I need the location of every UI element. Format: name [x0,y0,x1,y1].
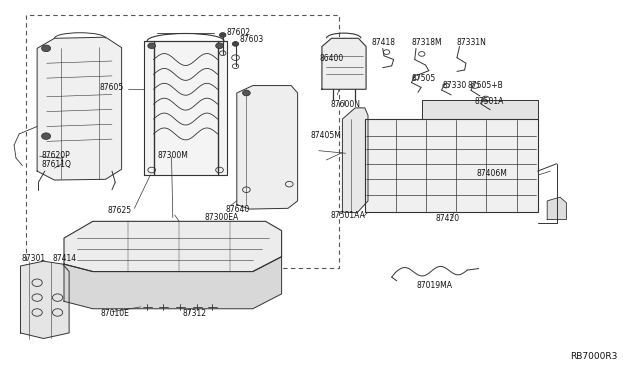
Polygon shape [237,86,298,209]
Ellipse shape [220,33,226,37]
Ellipse shape [148,43,156,49]
Text: 87603: 87603 [239,35,264,44]
Ellipse shape [216,43,223,49]
Text: 87301: 87301 [21,254,45,263]
Text: 87501A: 87501A [475,97,504,106]
Ellipse shape [232,42,239,46]
Text: 87620P: 87620P [42,151,70,160]
Polygon shape [365,119,538,212]
Text: 87625: 87625 [108,206,132,215]
Text: 87505+B: 87505+B [467,81,503,90]
Text: 87418: 87418 [371,38,396,47]
Text: 87611Q: 87611Q [42,160,72,169]
Text: 87414: 87414 [52,254,77,263]
Polygon shape [342,108,368,213]
Text: 87640: 87640 [226,205,250,214]
Polygon shape [37,37,122,180]
Text: RB7000R3: RB7000R3 [570,352,618,361]
Ellipse shape [42,45,51,52]
Text: 87331N: 87331N [457,38,487,47]
Bar [26,15,339,268]
Text: 87406M: 87406M [477,169,508,178]
Text: 87405M: 87405M [310,131,341,140]
Text: 87505: 87505 [412,74,436,83]
Text: 87300M: 87300M [157,151,188,160]
Polygon shape [20,261,69,339]
Text: 87501AA: 87501AA [330,211,365,219]
Polygon shape [422,100,538,119]
Text: 87010E: 87010E [100,309,129,318]
Text: 87019MA: 87019MA [417,281,452,290]
Text: 86400: 86400 [319,54,344,63]
Text: 87602: 87602 [227,28,251,37]
Polygon shape [64,257,282,309]
Text: 87420: 87420 [435,214,460,223]
Text: 87312: 87312 [182,309,206,318]
Polygon shape [144,41,227,175]
Text: 87330: 87330 [442,81,467,90]
Polygon shape [547,197,566,219]
Polygon shape [64,221,282,272]
Text: 87605: 87605 [99,83,124,92]
Ellipse shape [243,90,250,96]
Polygon shape [322,38,366,89]
Ellipse shape [42,133,51,140]
Text: 87300EA: 87300EA [205,213,239,222]
Text: 87318M: 87318M [412,38,442,47]
Text: 87600N: 87600N [330,100,360,109]
